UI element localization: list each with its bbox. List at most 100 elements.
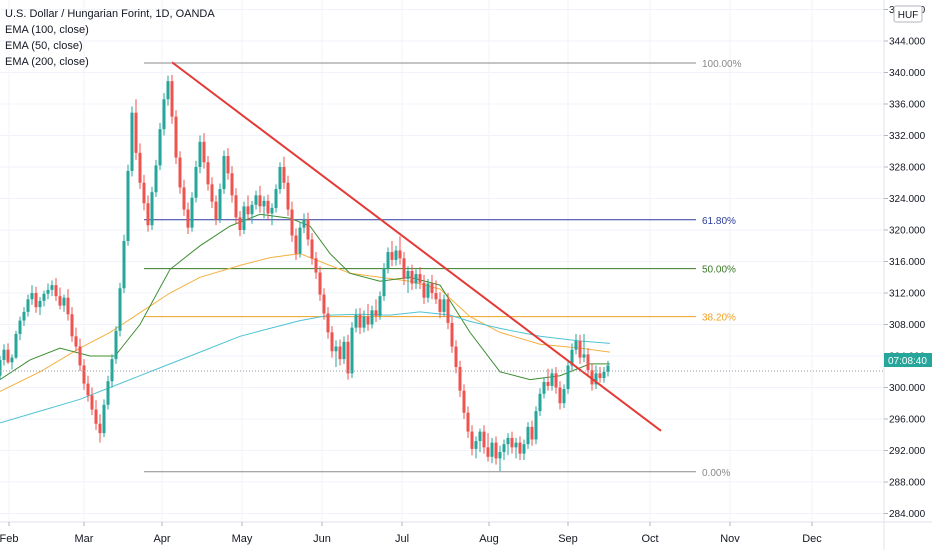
candle [542,377,546,399]
candle-body [106,381,110,405]
price-tick-label: 324.000 [889,194,926,205]
candle [290,201,294,242]
candle-body [606,365,610,372]
candle-body [466,412,470,432]
candle-body [590,370,594,385]
candle [338,339,342,366]
currency-badge: HUF [893,5,923,23]
candle-body [198,141,202,167]
candle [422,274,426,305]
candle-body [226,155,230,174]
fib-level-label: 61.80% [702,216,736,227]
current-price-tag-label: 07:08:40 [888,356,927,367]
candle-body [14,333,18,358]
candle [574,333,578,355]
candle [54,278,58,301]
candle-body [514,442,518,448]
time-tick-label: May [232,533,253,545]
symbol-title[interactable]: U.S. Dollar / Hungarian Forint, 1D, OAND… [5,8,215,20]
candle [310,233,314,265]
candle [250,200,254,224]
candle [258,185,262,213]
candle-body [262,200,266,207]
candle-body [378,296,382,316]
candle [282,156,286,190]
candle-body [350,327,354,374]
candle [74,327,78,352]
candle-body [506,437,510,445]
candle [462,384,466,419]
price-tick-label: 284.000 [889,509,926,520]
candle-body [518,442,522,454]
price-tick-label: 340.000 [889,68,926,79]
candle [418,267,422,290]
time-tick-label: Jul [395,533,409,545]
candle [490,437,494,464]
candle-body [574,341,578,350]
candle-body [322,294,326,314]
candle-body [458,367,462,391]
candle-body [594,373,598,385]
ema-line [0,213,610,381]
candle-body [382,268,386,297]
ema-lines [0,213,611,424]
candle [450,316,454,353]
time-tick-label: Aug [479,533,499,545]
candle-body [554,373,558,388]
candle-body [390,252,394,260]
candle [554,367,558,394]
candle-body [302,218,306,228]
legend-ema200[interactable]: EMA (200, close) [5,56,89,68]
candle-body [166,81,170,100]
candle [274,184,278,213]
legend-ema100[interactable]: EMA (100, close) [5,24,89,36]
candle [590,363,594,391]
candle [334,340,338,368]
time-tick-label: Oct [641,533,658,545]
ema-line [0,253,611,392]
candle [506,433,510,456]
legend-ema50[interactable]: EMA (50, close) [5,40,83,52]
candle [174,110,178,164]
candle-body [174,116,178,158]
candle [142,174,146,211]
candle-body [602,371,606,379]
candle [278,162,282,194]
candle-body [354,315,358,328]
candle [42,290,46,307]
candle-body [490,442,494,457]
candle-body [282,167,286,183]
candle [318,266,322,301]
trendline-layer[interactable] [171,61,662,432]
candle-body [426,283,430,298]
candle-body [502,444,506,453]
candle-body [270,207,274,214]
time-tick-label: Jun [313,533,331,545]
candle-body [434,293,438,300]
candle [38,296,42,316]
candle [362,310,366,333]
candle-body [138,152,142,183]
candle [58,287,62,310]
candle [466,406,470,438]
candle [190,192,194,232]
currency-badge-label: HUF [898,10,919,21]
candle-body [18,320,22,334]
candle-body [250,204,254,215]
candle [374,299,378,323]
price-tick-label: 288.000 [889,478,926,489]
price-tick-label: 328.000 [889,163,926,174]
candle-body [206,162,210,185]
time-tick-label: Dec [802,533,822,545]
candle [266,194,270,220]
candle-body [70,314,74,337]
candle-body [26,299,30,312]
candle-body [346,341,350,374]
candle [70,307,74,342]
candle-body [530,426,534,440]
candle-body [362,316,366,328]
candle-body [214,201,218,219]
candle [90,387,94,416]
fib-level-label: 38.20% [702,313,736,324]
